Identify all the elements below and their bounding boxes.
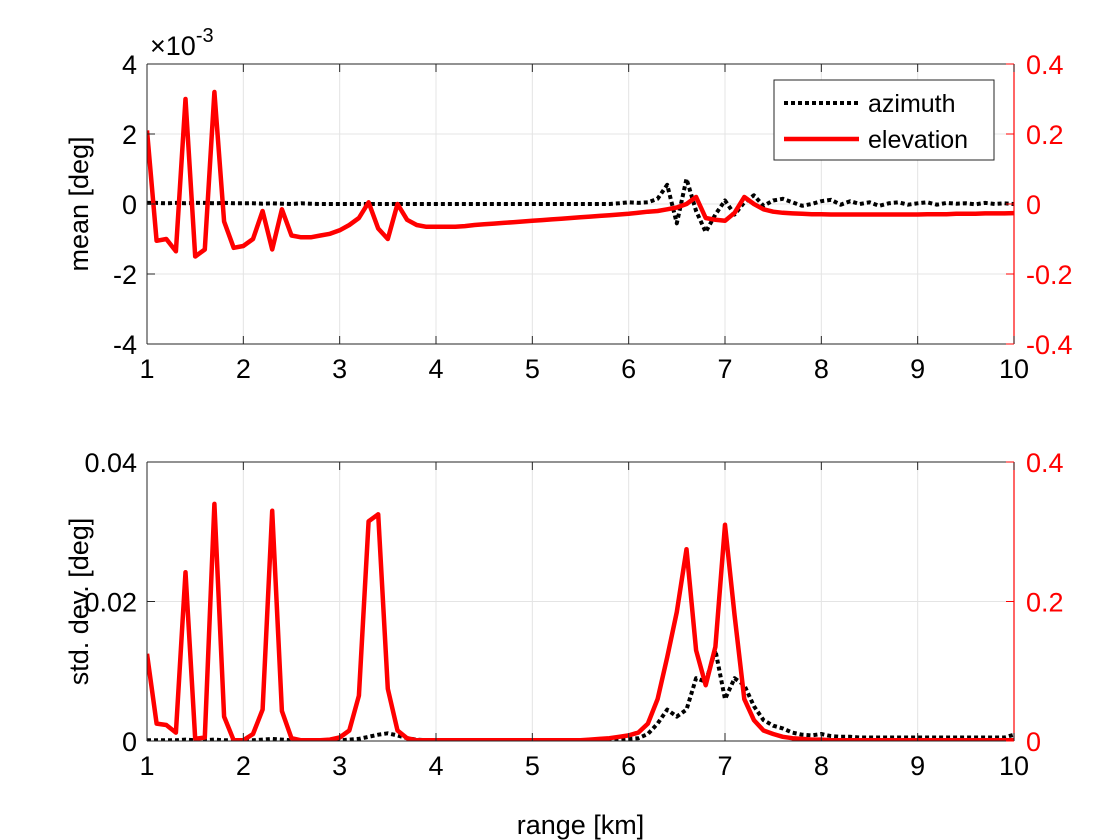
mean-series-azimuth bbox=[147, 176, 1014, 234]
mean-ytick-left-label-0: -4 bbox=[113, 330, 137, 360]
mean-ytick-left-label-2: 0 bbox=[122, 190, 137, 220]
std-dev-xlabel: range [km] bbox=[517, 810, 645, 840]
mean-xtick-label-8: 9 bbox=[910, 354, 925, 384]
std-dev-ytick-left-label-1: 0.02 bbox=[84, 588, 137, 618]
mean-legend-label-azimuth: azimuth bbox=[868, 90, 956, 118]
std-dev-ytick-right-label-0: 0 bbox=[1026, 727, 1041, 757]
mean-legend-label-elevation: elevation bbox=[868, 126, 968, 154]
mean-xtick-label-4: 5 bbox=[525, 354, 540, 384]
std-dev-xtick-label-8: 9 bbox=[910, 751, 925, 781]
mean-xtick-label-1: 2 bbox=[236, 354, 251, 384]
std-dev-xtick-label-9: 10 bbox=[999, 751, 1029, 781]
std-dev-xtick-label-4: 5 bbox=[525, 751, 540, 781]
mean-panel: 1 2 3 4 5 6 7 8 9 10 -4 -2 0 2 4 -0.4 -0.2 0 0.2 0.4 mean [d… bbox=[64, 25, 1073, 384]
std-dev-ylabel: std. dev. [deg] bbox=[64, 518, 94, 686]
std-dev-xtick-label-2: 3 bbox=[332, 751, 347, 781]
mean-legend: azimuth elevation bbox=[773, 79, 995, 161]
mean-xtick-label-3: 4 bbox=[428, 354, 443, 384]
std-dev-xtick-label-6: 7 bbox=[717, 751, 732, 781]
std-dev-ytick-right-label-2: 0.4 bbox=[1026, 448, 1064, 478]
mean-ytick-left-label-1: -2 bbox=[113, 260, 137, 290]
mean-legend-box bbox=[773, 79, 995, 161]
std-dev-series-elevation bbox=[147, 501, 1014, 741]
mean-ytick-left-label-4: 4 bbox=[122, 50, 137, 80]
std-dev-xtick-label-1: 2 bbox=[236, 751, 251, 781]
mean-ytick-left-label-3: 2 bbox=[122, 120, 137, 150]
mean-ytick-right-label-1: -0.2 bbox=[1026, 260, 1073, 290]
mean-xtick-label-0: 1 bbox=[139, 354, 154, 384]
mean-exponent-base: ×10 bbox=[150, 31, 196, 61]
mean-exponent-label: ×10-3 bbox=[150, 25, 214, 61]
mean-xtick-label-9: 10 bbox=[999, 354, 1029, 384]
mean-ylabel: mean [deg] bbox=[64, 136, 94, 271]
mean-exponent-power: -3 bbox=[196, 25, 214, 47]
std-dev-xtick-label-0: 1 bbox=[139, 751, 154, 781]
mean-ytick-right-label-4: 0.4 bbox=[1026, 50, 1064, 80]
std-dev-ytick-right-label-1: 0.2 bbox=[1026, 588, 1064, 618]
mean-xtick-label-5: 6 bbox=[621, 354, 636, 384]
std-dev-xtick-label-3: 4 bbox=[428, 751, 443, 781]
mean-ytick-right-label-2: 0 bbox=[1026, 190, 1041, 220]
mean-xtick-label-6: 7 bbox=[717, 354, 732, 384]
mean-series-elevation bbox=[147, 89, 1014, 259]
mean-ytick-right-label-3: 0.2 bbox=[1026, 120, 1064, 150]
std-dev-ytick-left-label-2: 0.04 bbox=[84, 448, 137, 478]
std-dev-xtick-label-5: 6 bbox=[621, 751, 636, 781]
mean-xtick-label-7: 8 bbox=[814, 354, 829, 384]
mean-xtick-label-2: 3 bbox=[332, 354, 347, 384]
std-dev-ytick-left-label-0: 0 bbox=[122, 727, 137, 757]
mean-ytick-right-label-0: -0.4 bbox=[1026, 330, 1073, 360]
std-dev-xtick-label-7: 8 bbox=[814, 751, 829, 781]
